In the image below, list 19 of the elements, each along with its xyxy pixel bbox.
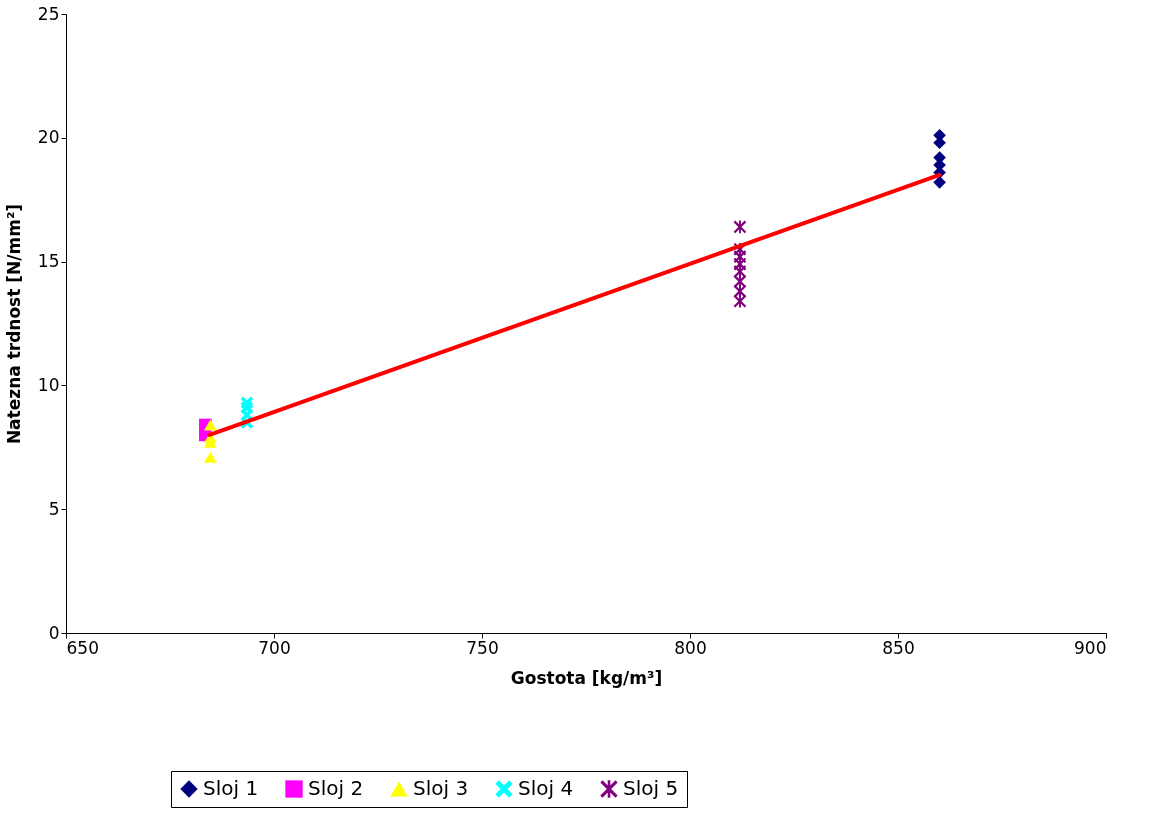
x-tick-label: 900	[1074, 637, 1107, 658]
y-axis-title: Natezna trdnost [N/mm²]	[3, 203, 24, 445]
y-tick-label: 25	[37, 3, 60, 24]
legend-label: Sloj 5	[623, 776, 679, 800]
legend-label: Sloj 2	[308, 776, 364, 800]
x-tick-label: 850	[882, 637, 915, 658]
y-tick-label: 5	[48, 498, 60, 519]
x-tick-label: 800	[674, 637, 707, 658]
y-tick-label: 0	[48, 622, 60, 643]
x-tick-label: 750	[466, 637, 499, 658]
legend-label: Sloj 4	[518, 776, 574, 800]
y-tick-label: 10	[37, 374, 60, 395]
legend-label: Sloj 3	[413, 776, 469, 800]
x-tick-label: 700	[258, 637, 291, 658]
y-tick-label: 20	[37, 127, 60, 148]
legend-label: Sloj 1	[203, 776, 259, 800]
x-axis-title: Gostota [kg/m³]	[510, 667, 663, 688]
y-tick-label: 15	[37, 251, 60, 272]
x-tick-label: 650	[66, 637, 99, 658]
